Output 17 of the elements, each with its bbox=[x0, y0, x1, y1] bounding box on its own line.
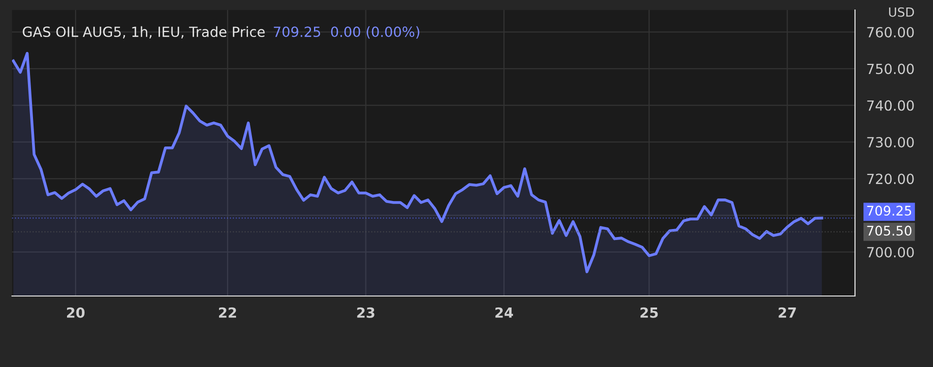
y-tick-label: 700.00 bbox=[867, 246, 914, 258]
x-tick-label: 22 bbox=[219, 307, 236, 318]
ref-line-label: 705.50 bbox=[867, 226, 912, 236]
y-tick-label: 750.00 bbox=[867, 64, 914, 74]
text: 709.25 0.00 (0.00%) bbox=[274, 26, 420, 39]
x-tick-label: 25 bbox=[640, 307, 658, 318]
x-tick-label: 24 bbox=[495, 307, 514, 318]
text: GAS OIL AUG5, 1h, IEU, Trade Price bbox=[22, 26, 265, 38]
ref-line-label: 709.25 bbox=[867, 206, 912, 216]
y-tick-label: 740.00 bbox=[867, 100, 914, 111]
x-tick-label: 27 bbox=[778, 307, 796, 318]
y-tick-label: 760.00 bbox=[867, 26, 914, 38]
x-tick-label: 23 bbox=[357, 307, 374, 318]
y-tick-label: 720.00 bbox=[867, 174, 914, 184]
x-tick-label: 20 bbox=[67, 307, 85, 318]
y-axis-title: USD bbox=[889, 7, 914, 17]
y-tick-label: 730.00 bbox=[867, 136, 914, 148]
